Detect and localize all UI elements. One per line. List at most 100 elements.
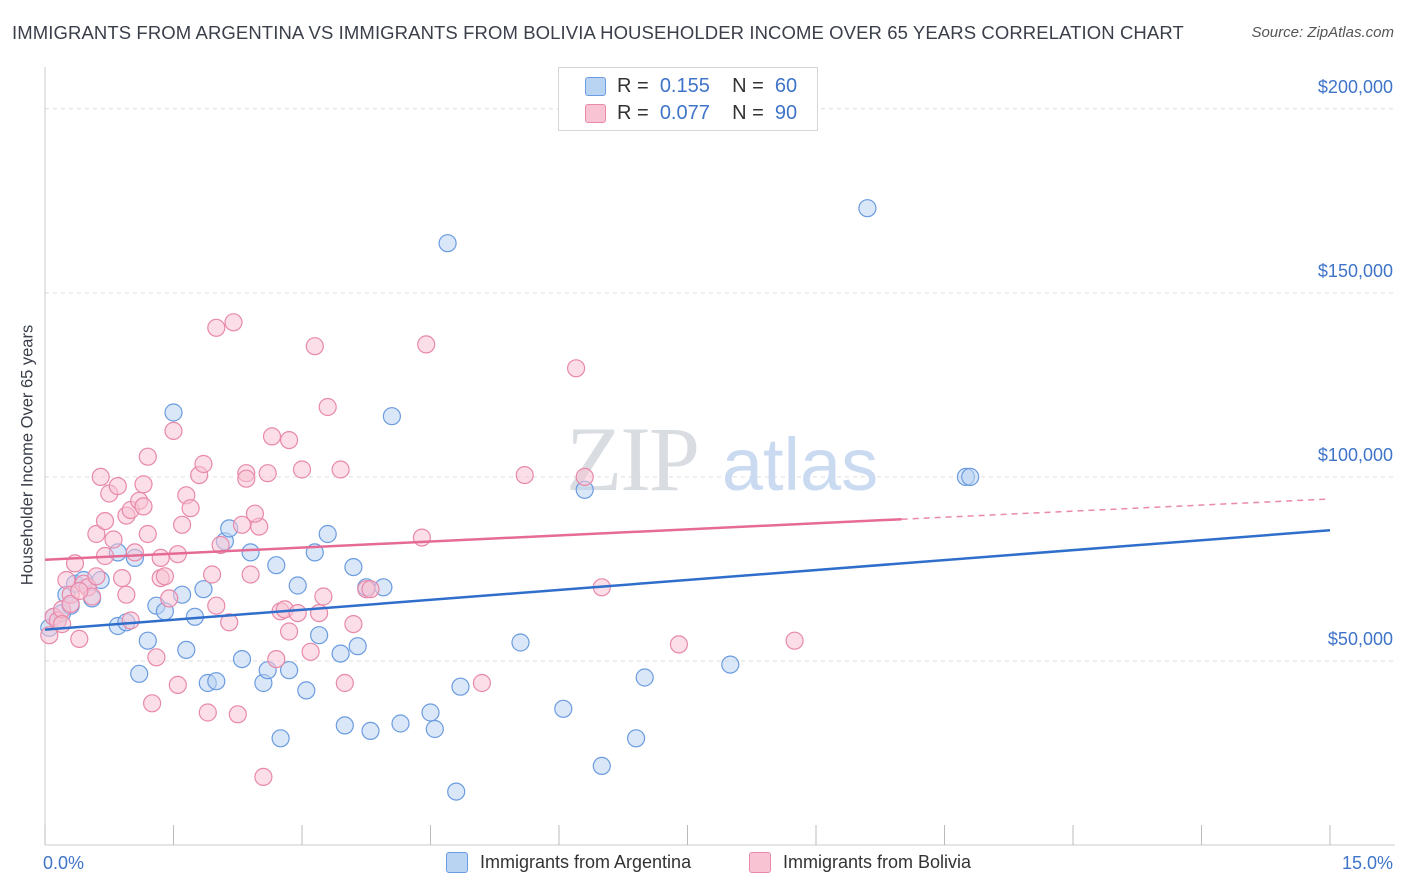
bolivia-point-83 — [207, 596, 226, 615]
legend-n-label: N = — [732, 101, 764, 124]
bolivia-point-30 — [164, 421, 183, 440]
bolivia-point-89 — [280, 622, 299, 641]
bolivia-point-67 — [361, 580, 380, 599]
argentina-point-53 — [511, 633, 530, 652]
legend-row-argentina: R = 0.155 N = 60 — [585, 73, 798, 99]
bolivia-point-78 — [61, 594, 80, 614]
legend-swatch-bolivia — [585, 104, 606, 123]
legend-row-bolivia: R = 0.077 N = 90 — [585, 100, 798, 126]
argentina-point-50 — [438, 234, 457, 253]
series-label-bolivia: Immigrants from Bolivia — [783, 852, 972, 872]
bolivia-point-7 — [70, 629, 89, 649]
legend-n-label: N = — [732, 74, 764, 97]
legend-swatch-argentina — [585, 77, 606, 96]
bolivia-point-47 — [241, 565, 260, 584]
argentina-point-41 — [344, 557, 363, 577]
axes — [44, 67, 1395, 846]
bolivia-point-29 — [160, 589, 179, 608]
bolivia-point-41 — [220, 613, 239, 632]
argentina-point-44 — [361, 721, 380, 741]
argentina-point-52 — [451, 677, 470, 696]
bolivia-point-59 — [305, 337, 324, 356]
legend-n-argentina: 60 — [774, 74, 798, 97]
argentina-point-34 — [288, 576, 307, 595]
argentina-point-62 — [961, 467, 980, 486]
bolivia-point-38 — [203, 565, 222, 584]
bolivia-point-15 — [104, 530, 123, 549]
bolivia-point-13 — [95, 511, 115, 531]
bolivia-point-24 — [138, 524, 157, 544]
argentina-point-40 — [335, 716, 354, 735]
bolivia-trend-solid — [44, 517, 902, 561]
bolivia-point-63 — [331, 460, 350, 479]
argentina-point-27 — [232, 649, 252, 669]
bolivia-point-23 — [134, 475, 153, 494]
argentina-point-51 — [447, 782, 466, 801]
argentina-point-22 — [194, 580, 213, 599]
bolivia-point-43 — [228, 705, 247, 724]
argentina-point-24 — [207, 672, 226, 691]
bolivia-point-51 — [262, 427, 282, 446]
argentina-point-33 — [280, 661, 299, 680]
legend-r-label: R = — [617, 101, 649, 124]
tick-labels: $50,000 $100,000 $150,000 $200,000 0.0% 15.0% — [43, 77, 1393, 873]
argentina-trend-line — [44, 529, 1331, 631]
series-legend-argentina[interactable]: Immigrants from Argentina — [446, 852, 691, 873]
bolivia-point-16 — [108, 477, 127, 496]
bolivia-point-0 — [40, 626, 59, 645]
bolivia-point-52 — [267, 649, 286, 669]
series-legend-bolivia[interactable]: Immigrants from Bolivia — [749, 852, 971, 873]
y-tick-label-0: $50,000 — [1328, 629, 1393, 649]
bolivia-point-11 — [87, 524, 106, 544]
argentina-point-18 — [164, 403, 183, 422]
y-tick-label-3: $200,000 — [1318, 77, 1393, 97]
legend-n-bolivia: 90 — [774, 101, 798, 124]
series-label-argentina: Immigrants from Argentina — [480, 852, 692, 872]
bolivia-point-17 — [112, 568, 132, 588]
argentina-point-48 — [421, 703, 440, 722]
bolivia-point-61 — [314, 587, 333, 606]
argentina-point-54 — [554, 699, 573, 718]
argentina-point-42 — [348, 637, 367, 656]
argentina-point-59 — [721, 655, 740, 674]
bolivia-point-50 — [258, 464, 277, 483]
bolivia-point-55 — [280, 431, 299, 450]
bolivia-trend-dashed — [901, 498, 1331, 520]
argentina-point-39 — [331, 644, 350, 663]
bolivia-point-57 — [292, 460, 312, 479]
chart-title: IMMIGRANTS FROM ARGENTINA VS IMMIGRANTS … — [12, 22, 1184, 43]
series-swatch-bolivia — [749, 852, 771, 873]
bolivia-point-71 — [515, 466, 534, 485]
legend-r-bolivia: 0.077 — [659, 101, 710, 124]
bolivia-point-65 — [344, 614, 363, 634]
argentina-point-56 — [592, 756, 611, 776]
bolivia-point-36 — [194, 454, 213, 474]
bolivia-point-46 — [237, 469, 256, 488]
correlation-legend: R = 0.155 N = 60 R = 0.077 N = 90 — [558, 67, 818, 131]
bolivia-point-69 — [417, 335, 436, 354]
legend-r-label: R = — [617, 74, 649, 97]
argentina-point-47 — [391, 714, 410, 733]
argentina-point-46 — [382, 407, 401, 426]
x-tick-label-0: 0.0% — [43, 853, 84, 873]
argentina-point-49 — [425, 719, 444, 739]
bolivia-point-64 — [335, 673, 354, 693]
argentina-point-37 — [310, 626, 329, 645]
argentina-point-28 — [241, 543, 260, 562]
series-legend: Immigrants from Argentina Immigrants fro… — [0, 852, 1406, 876]
series-swatch-argentina — [446, 852, 468, 873]
bolivia-point-76 — [785, 631, 804, 650]
argentina-point-38 — [318, 524, 337, 544]
bolivia-points — [40, 313, 804, 787]
argentina-point-20 — [177, 640, 196, 660]
bolivia-point-85 — [87, 567, 106, 586]
bolivia-point-20 — [125, 543, 144, 562]
argentina-point-58 — [635, 668, 654, 687]
bolivia-point-22 — [134, 497, 153, 516]
bolivia-point-87 — [245, 504, 264, 523]
argentina-point-35 — [297, 681, 316, 700]
argentina-point-15 — [138, 631, 157, 650]
bolivia-point-56 — [288, 603, 307, 623]
bolivia-point-72 — [566, 359, 586, 378]
